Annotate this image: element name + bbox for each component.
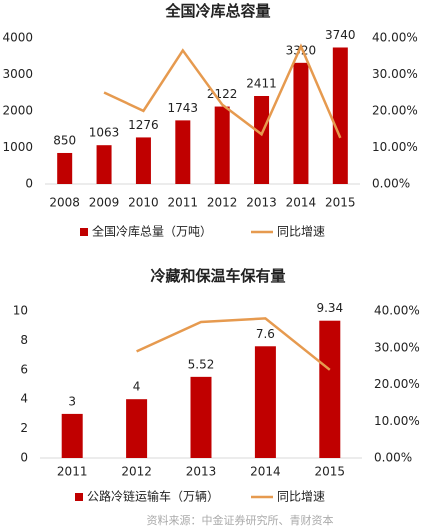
y2-tick-label: 20.00%	[372, 104, 418, 118]
bar	[190, 376, 212, 458]
legend-swatch	[75, 493, 83, 501]
bar	[175, 120, 191, 184]
data-label: 2122	[207, 87, 238, 101]
x-tick-label: 2012	[121, 465, 152, 479]
y2-tick-label: 40.00%	[374, 304, 420, 318]
data-label: 7.6	[256, 327, 275, 341]
legend-label: 同比增速	[277, 225, 325, 239]
data-label: 3320	[286, 43, 317, 57]
chart-title: 全国冷库总容量	[164, 2, 270, 20]
legend-label: 同比增速	[277, 490, 325, 504]
x-tick-label: 2010	[128, 196, 159, 210]
y2-tick-label: 0.00%	[372, 177, 410, 191]
y-tick-label: 1000	[2, 140, 33, 154]
x-tick-label: 2009	[89, 196, 120, 210]
bar	[214, 106, 230, 184]
data-label: 3740	[325, 28, 356, 42]
y-tick-label: 2	[20, 421, 28, 435]
bar	[96, 145, 112, 184]
bar	[293, 62, 309, 184]
y2-tick-label: 10.00%	[374, 414, 420, 428]
data-label: 850	[53, 133, 76, 147]
data-label: 1063	[89, 126, 120, 140]
x-tick-label: 2011	[168, 196, 199, 210]
legend-swatch	[80, 228, 88, 236]
y-tick-label: 6	[20, 362, 28, 376]
x-tick-label: 2014	[250, 465, 281, 479]
y-tick-label: 4	[20, 392, 28, 406]
y-tick-label: 2000	[2, 104, 33, 118]
y2-tick-label: 30.00%	[374, 340, 420, 354]
data-label: 5.52	[188, 357, 215, 371]
x-tick-label: 2008	[49, 196, 80, 210]
bar	[57, 152, 73, 184]
x-tick-label: 2011	[57, 465, 88, 479]
data-label: 2411	[246, 76, 277, 90]
y2-tick-label: 20.00%	[374, 377, 420, 391]
y-tick-label: 10	[13, 304, 28, 318]
x-tick-label: 2014	[286, 196, 317, 210]
data-label: 1276	[128, 118, 159, 132]
y-tick-label: 0	[20, 451, 28, 465]
x-tick-label: 2012	[207, 196, 238, 210]
data-label: 1743	[168, 101, 199, 115]
source-note: 资料来源：中金证券研究所、青财资本	[147, 513, 334, 527]
bar	[254, 346, 276, 458]
y2-tick-label: 30.00%	[372, 67, 418, 81]
line-series	[103, 43, 342, 139]
bar	[254, 95, 270, 184]
y-tick-label: 8	[20, 333, 28, 347]
bar	[126, 399, 148, 458]
bar	[332, 47, 348, 184]
x-tick-label: 2013	[246, 196, 277, 210]
y-tick-label: 3000	[2, 67, 33, 81]
x-tick-label: 2013	[186, 465, 217, 479]
data-label: 9.34	[316, 301, 343, 315]
y-tick-label: 4000	[2, 31, 33, 45]
legend-label: 全国冷库总量（万吨）	[92, 224, 212, 239]
data-label: 4	[133, 380, 141, 394]
y2-tick-label: 10.00%	[372, 140, 418, 154]
bar	[61, 413, 83, 458]
x-tick-label: 2015	[315, 465, 346, 479]
bar	[135, 137, 151, 184]
y2-tick-label: 0.00%	[374, 451, 412, 465]
y-tick-label: 0	[25, 177, 33, 191]
line-series	[136, 317, 331, 371]
legend-label: 公路冷链运输车（万辆）	[87, 489, 219, 504]
chart-title: 冷藏和保温车保有量	[150, 267, 285, 285]
data-label: 3	[68, 394, 76, 408]
x-tick-label: 2015	[325, 196, 356, 210]
bar	[319, 320, 341, 458]
y2-tick-label: 40.00%	[372, 31, 418, 45]
